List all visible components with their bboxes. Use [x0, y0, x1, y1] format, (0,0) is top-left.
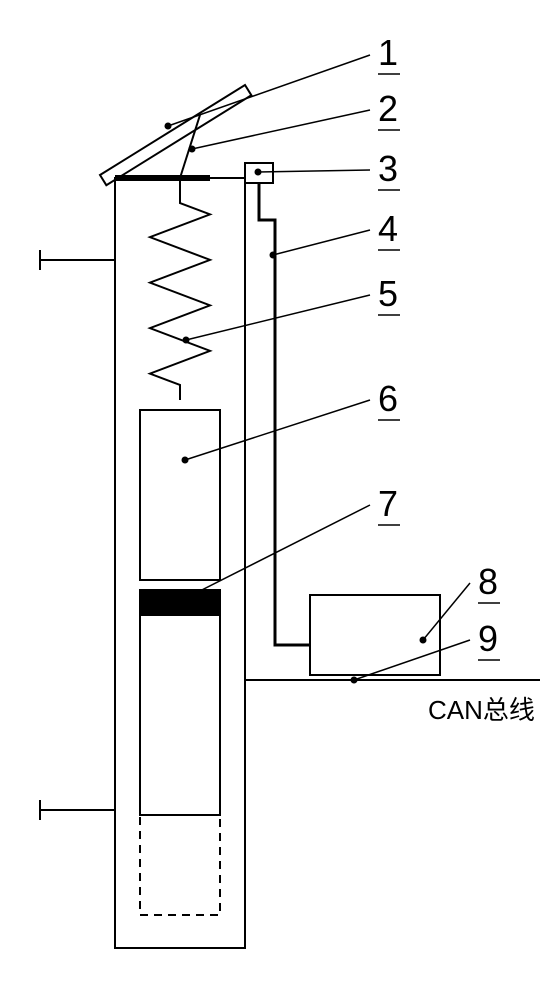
- callout-label-7: 7: [378, 483, 398, 525]
- can-bus-label: CAN总线: [428, 690, 535, 727]
- callout-label-9: 9: [478, 618, 498, 660]
- callout-label-3: 3: [378, 148, 398, 190]
- callout-label-4: 4: [378, 208, 398, 250]
- callout-label-5: 5: [378, 273, 398, 315]
- callout-label-2: 2: [378, 88, 398, 130]
- callout-label-8: 8: [478, 561, 498, 603]
- schematic-diagram: [0, 0, 560, 1000]
- callout-label-1: 1: [378, 32, 398, 74]
- callout-label-6: 6: [378, 378, 398, 420]
